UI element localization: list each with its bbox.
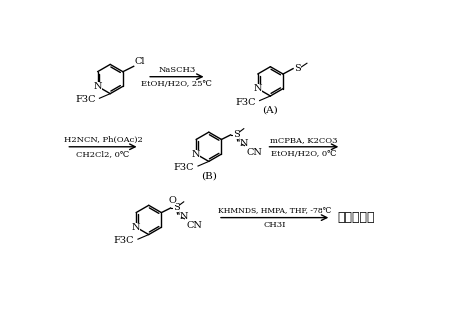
Text: H2NCN, Ph(OAc)2: H2NCN, Ph(OAc)2 xyxy=(64,136,142,144)
Text: N: N xyxy=(192,149,201,158)
Text: S: S xyxy=(173,203,179,212)
Text: S: S xyxy=(233,130,239,139)
Text: mCPBA, K2CO3: mCPBA, K2CO3 xyxy=(270,136,337,144)
Text: EtOH/H2O, 25℃: EtOH/H2O, 25℃ xyxy=(142,80,212,88)
Text: N: N xyxy=(253,84,262,93)
Text: 氟啖虫胺腈: 氟啖虫胺腈 xyxy=(337,211,375,224)
Text: F3C: F3C xyxy=(75,95,96,104)
Text: EtOH/H2O, 0℃: EtOH/H2O, 0℃ xyxy=(271,150,337,158)
Text: N: N xyxy=(239,139,248,148)
Text: CN: CN xyxy=(246,148,262,157)
Text: NaSCH3: NaSCH3 xyxy=(158,66,195,74)
Text: KHMNDS, HMPA, THF, -78℃: KHMNDS, HMPA, THF, -78℃ xyxy=(218,206,331,214)
Text: (A): (A) xyxy=(262,106,278,115)
Text: CN: CN xyxy=(186,221,202,230)
Text: CH3I: CH3I xyxy=(263,222,286,229)
Text: N: N xyxy=(93,82,102,91)
Text: N: N xyxy=(132,223,140,232)
Text: S: S xyxy=(295,64,301,73)
Text: O: O xyxy=(168,196,176,205)
Text: Cl: Cl xyxy=(135,56,145,66)
Text: F3C: F3C xyxy=(114,236,134,245)
Text: CH2Cl2, 0℃: CH2Cl2, 0℃ xyxy=(76,150,129,158)
Text: (B): (B) xyxy=(201,171,217,180)
Text: N: N xyxy=(179,212,187,221)
Text: F3C: F3C xyxy=(174,163,194,172)
Text: F3C: F3C xyxy=(235,98,256,107)
